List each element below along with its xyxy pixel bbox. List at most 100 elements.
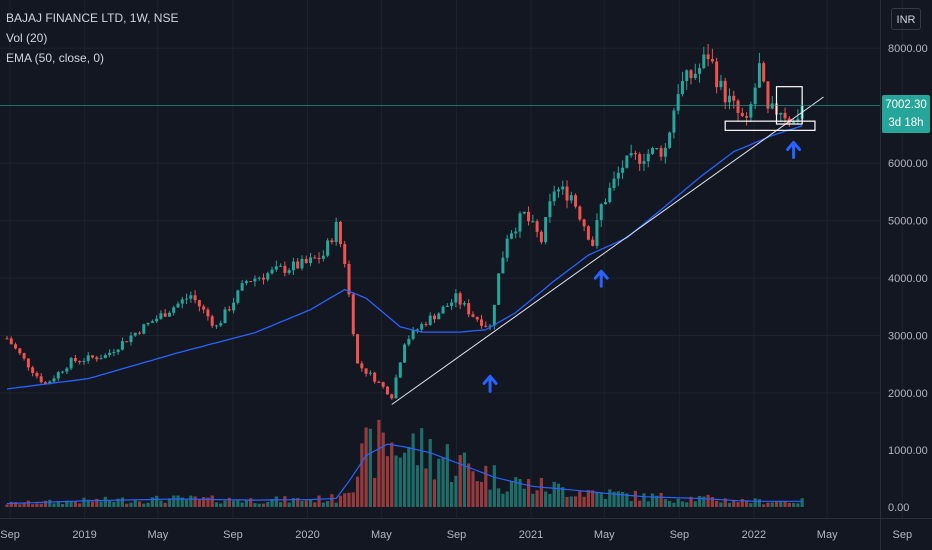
volume-bar: [240, 502, 244, 507]
volume-bar: [629, 501, 633, 507]
volume-indicator-label[interactable]: Vol (20): [6, 31, 48, 45]
candle-body: [659, 148, 663, 157]
candle-body: [317, 258, 321, 260]
ema-indicator-label[interactable]: EMA (50, close, 0): [6, 51, 105, 65]
volume-bar: [437, 458, 441, 507]
x-tick-label: Sep: [0, 529, 20, 541]
candle-body: [462, 303, 466, 305]
volume-bar: [526, 478, 531, 507]
volume-bar: [13, 502, 18, 507]
candle-body: [78, 361, 82, 363]
candle-body: [189, 295, 193, 299]
candle-body: [274, 266, 278, 270]
volume-bar: [471, 471, 475, 507]
volume-bar: [18, 504, 22, 507]
candle-body: [253, 278, 257, 282]
candle-body: [69, 358, 73, 369]
candle-body: [193, 295, 197, 301]
volume-bar: [202, 497, 206, 507]
candle-body: [745, 116, 749, 118]
volume-bar: [492, 465, 496, 507]
arrow-shape: [786, 140, 802, 159]
candle-body: [206, 309, 210, 317]
candle-body: [565, 186, 569, 201]
candle-body: [65, 368, 69, 372]
volume-bar: [35, 503, 39, 507]
volume-bar: [206, 497, 210, 507]
candle-body: [266, 273, 270, 280]
volume-bar: [219, 503, 223, 507]
candle-body: [740, 112, 744, 117]
candle-body: [304, 259, 308, 264]
volume-bar: [539, 477, 543, 507]
volume-bar: [180, 497, 184, 507]
volume-bar: [710, 496, 714, 507]
candle-body: [347, 263, 351, 295]
candle-body: [39, 376, 43, 383]
volume-bar: [137, 501, 142, 507]
candle-body: [454, 293, 458, 303]
volume-bar: [394, 455, 398, 507]
candle-body: [646, 153, 650, 162]
candle-body: [210, 316, 214, 326]
volume-bar: [193, 496, 197, 507]
volume-bar: [321, 502, 325, 507]
volume-bar: [227, 497, 231, 507]
candle-body: [244, 281, 248, 284]
candle-body: [749, 104, 753, 118]
volume-bar: [390, 442, 394, 507]
candle-body: [702, 54, 706, 69]
volume-bar: [586, 490, 590, 507]
candle-body: [257, 277, 261, 279]
volume-bar: [749, 503, 753, 507]
volume-tick-label: 0.00: [888, 502, 909, 514]
x-tick-label: Sep: [223, 529, 243, 541]
candle-body: [138, 332, 142, 334]
volume-bar: [402, 452, 407, 507]
volume-bar: [599, 492, 603, 507]
volume-bar: [719, 502, 723, 507]
volume-bar: [458, 455, 462, 507]
volume-bar: [420, 428, 424, 507]
volume-bar: [432, 479, 437, 507]
volume-bar: [223, 500, 227, 507]
volume-bar: [753, 498, 757, 507]
volume-bar: [514, 477, 518, 507]
x-tick-label: May: [147, 529, 168, 541]
candle-body: [73, 358, 77, 362]
candle-body: [420, 324, 424, 330]
candle-body: [668, 132, 672, 148]
volume-bar: [766, 502, 770, 507]
candle-body: [676, 94, 680, 111]
candle-body: [484, 325, 488, 327]
candle-body: [527, 211, 531, 222]
candle-body: [368, 372, 372, 374]
candle-body: [736, 100, 740, 113]
volume-bar: [757, 499, 761, 507]
volume-bar: [274, 496, 278, 507]
candle-body: [415, 329, 419, 331]
volume-bar: [603, 498, 608, 507]
symbol-title[interactable]: BAJAJ FINANCE LTD, 1W, NSE: [6, 11, 179, 25]
last-price-badge: 7002.30 3d 18h: [882, 95, 930, 133]
candle-body: [185, 298, 189, 300]
x-tick-label: 2022: [742, 529, 766, 541]
volume-bar: [484, 465, 488, 507]
volume-bar: [142, 503, 146, 507]
candle-body: [655, 148, 659, 150]
volume-bar: [736, 502, 740, 507]
volume-bar: [450, 481, 454, 507]
support-zone-box: [724, 120, 816, 131]
candle-body: [612, 178, 616, 188]
currency-button[interactable]: INR: [891, 8, 921, 30]
chart-grid: [0, 0, 903, 518]
candle-body: [61, 371, 65, 373]
candle-body: [629, 153, 633, 156]
candle-body: [445, 305, 449, 307]
volume-ma-line: [6, 443, 803, 505]
candle-body: [56, 372, 60, 379]
volume-bar: [129, 502, 133, 507]
volume-bar: [582, 496, 586, 507]
volume-bar: [407, 446, 411, 507]
